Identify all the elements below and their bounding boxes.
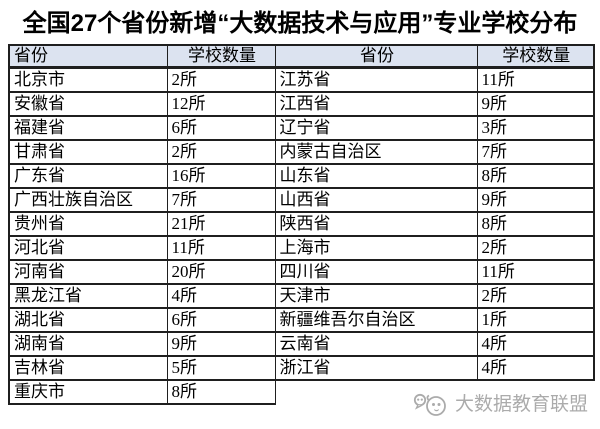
school-count-cell [477,380,594,404]
school-count-cell: 16所 [166,163,276,189]
school-count-cell: 9所 [476,91,595,117]
school-count-cell: 4所 [476,355,595,381]
school-count-cell: 2所 [166,66,276,93]
province-cell: 河北省 [8,235,168,261]
province-cell: 重庆市 [8,379,168,405]
school-count-cell: 6所 [166,115,276,141]
province-cell: 湖北省 [8,307,168,333]
school-count-cell: 12所 [166,91,276,117]
province-cell: 安徽省 [8,91,168,117]
school-count-cell: 9所 [166,331,276,357]
province-cell: 黑龙江省 [8,283,168,309]
table-row: 甘肃省 2所 内蒙古自治区 7所 [8,139,595,165]
province-cell: 广西壮族自治区 [8,187,168,213]
table-row: 河南省 20所 四川省 11所 [8,259,595,285]
province-cell: 山西省 [274,187,478,213]
province-cell: 福建省 [8,115,168,141]
table-row: 黑龙江省 4所 天津市 2所 [8,283,595,309]
province-cell: 辽宁省 [274,115,478,141]
province-cell: 内蒙古自治区 [274,139,478,165]
page-title: 全国27个省份新增“大数据技术与应用”专业学校分布 [22,10,578,37]
province-cell: 湖南省 [8,331,168,357]
province-cell: 北京市 [8,66,168,93]
table-row: 广西壮族自治区 7所 山西省 9所 [8,187,595,213]
province-cell: 云南省 [274,331,478,357]
school-count-cell: 7所 [476,139,595,165]
school-count-cell: 6所 [166,307,276,333]
table-header-row: 省份 学校数量 省份 学校数量 [8,44,595,69]
header-province-left: 省份 [8,44,168,69]
table-row: 贵州省 21所 陕西省 8所 [8,211,595,237]
school-count-cell: 8所 [166,379,276,405]
province-cell: 河南省 [8,259,168,285]
province-cell: 四川省 [274,259,478,285]
header-school-count-left: 学校数量 [166,44,276,69]
province-school-table: 省份 学校数量 省份 学校数量 北京市 2所 江苏省 11所 安徽省 12所 江西省 9所 福建… [8,44,595,405]
province-cell: 江苏省 [274,66,478,93]
province-cell: 陕西省 [274,211,478,237]
province-cell: 上海市 [274,235,478,261]
school-count-cell: 21所 [166,211,276,237]
province-cell: 江西省 [274,91,478,117]
school-count-cell: 1所 [476,307,595,333]
table-row: 广东省 16所 山东省 8所 [8,163,595,189]
school-count-cell: 8所 [476,163,595,189]
province-cell: 新疆维吾尔自治区 [274,307,478,333]
school-count-cell: 4所 [166,283,276,309]
school-count-cell: 7所 [166,187,276,213]
watermark: 大数据教育联盟 [412,392,588,418]
table-row: 福建省 6所 辽宁省 3所 [8,115,595,141]
province-cell: 吉林省 [8,355,168,381]
school-count-cell: 9所 [476,187,595,213]
header-school-count-right: 学校数量 [476,44,595,69]
school-count-cell: 20所 [166,259,276,285]
school-count-cell: 2所 [476,235,595,261]
school-count-cell: 4所 [476,331,595,357]
school-count-cell: 5所 [166,355,276,381]
header-province-right: 省份 [274,44,478,69]
table-row: 安徽省 12所 江西省 9所 [8,91,595,117]
province-cell: 天津市 [274,283,478,309]
school-count-cell: 8所 [476,211,595,237]
province-cell: 甘肃省 [8,139,168,165]
school-count-cell: 11所 [476,259,595,285]
table-row: 湖北省 6所 新疆维吾尔自治区 1所 [8,307,595,333]
province-cell: 浙江省 [274,355,478,381]
school-count-cell: 2所 [166,139,276,165]
school-count-cell: 11所 [166,235,276,261]
table-row: 河北省 11所 上海市 2所 [8,235,595,261]
school-count-cell: 3所 [476,115,595,141]
province-cell: 山东省 [274,163,478,189]
school-count-cell: 11所 [476,66,595,93]
table-row: 吉林省 5所 浙江省 4所 [8,355,595,381]
table-row: 重庆市 8所 [8,379,594,405]
province-cell: 广东省 [8,163,168,189]
watermark-text: 大数据教育联盟 [454,394,588,415]
school-count-cell: 2所 [476,283,595,309]
table-row: 北京市 2所 江苏省 11所 [8,66,595,93]
province-cell: 贵州省 [8,211,168,237]
panda-chat-logo-icon [412,392,452,418]
table-row: 湖南省 9所 云南省 4所 [8,331,595,357]
